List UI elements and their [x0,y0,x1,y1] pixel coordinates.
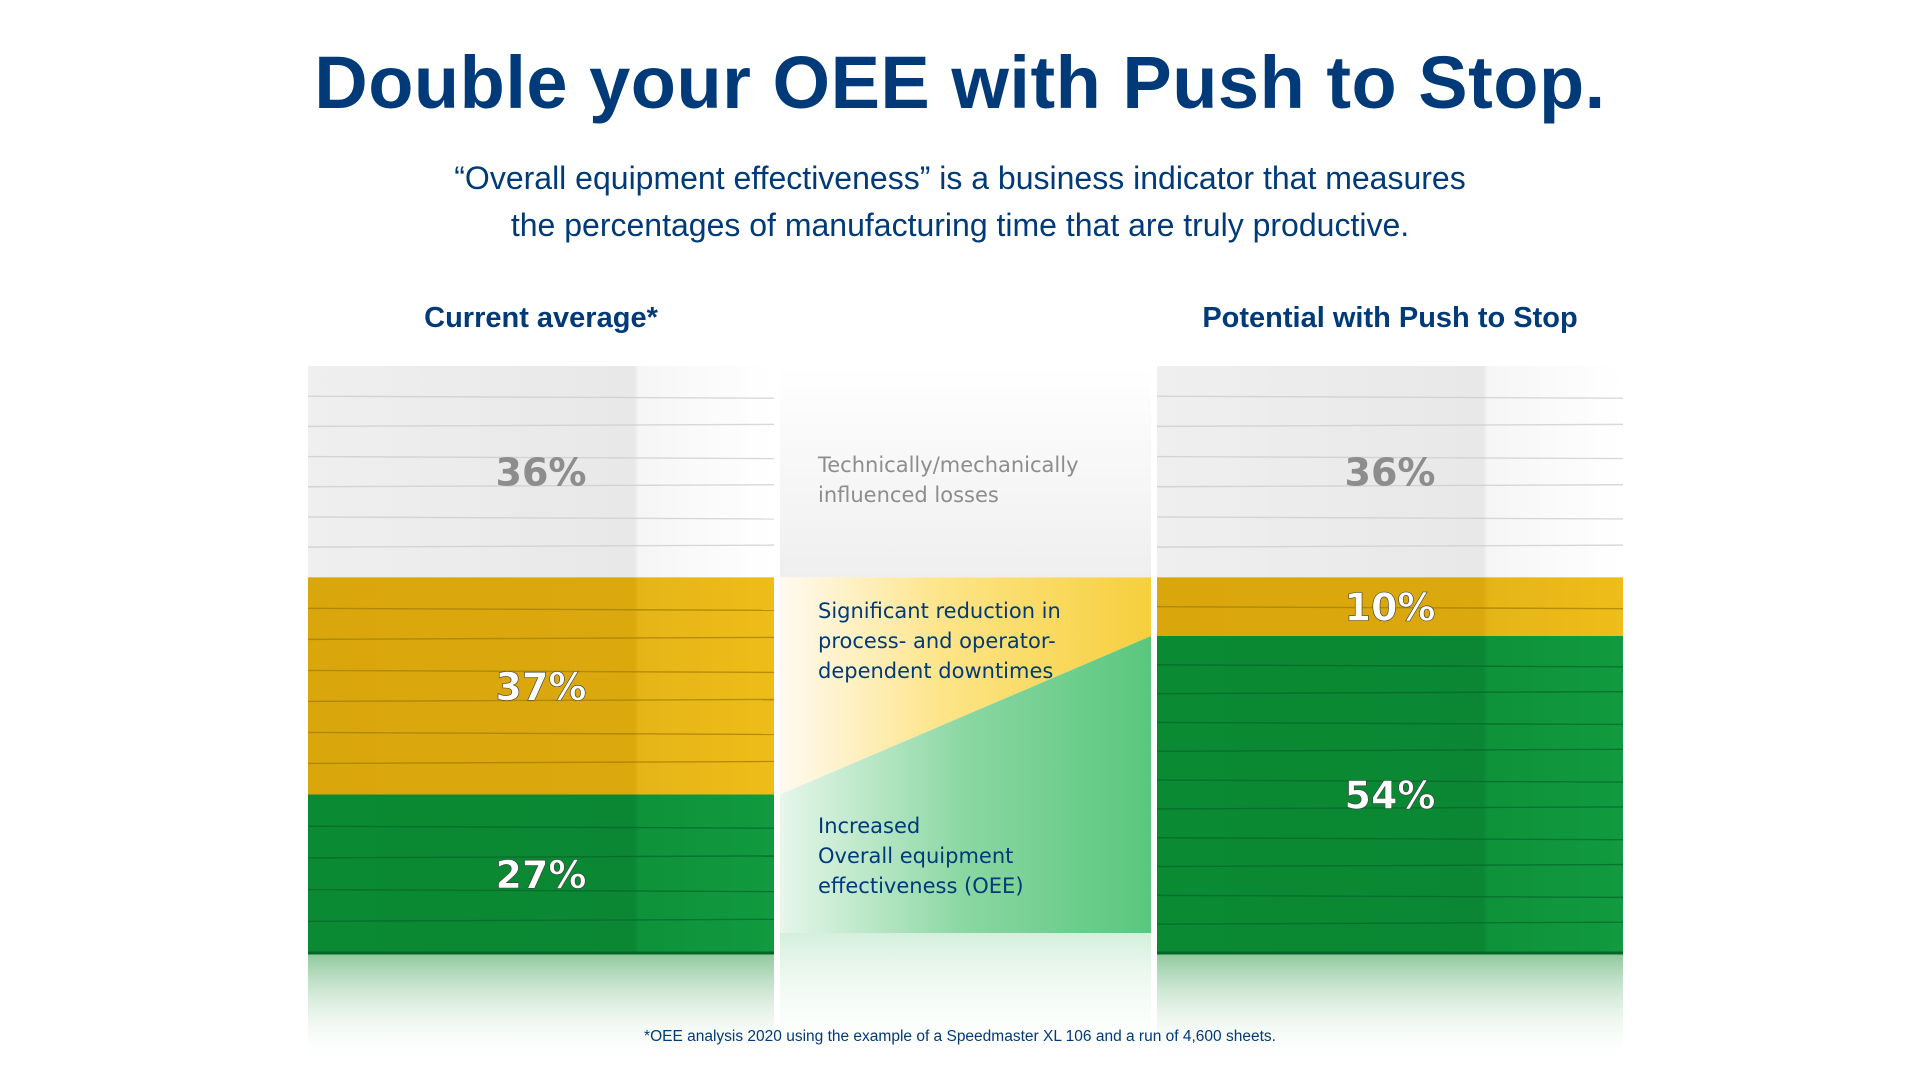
sheet-line [307,636,775,641]
losses-label-line: Technically/mechanically [818,453,1079,477]
sheet-line [1156,605,1624,610]
sheet-line [1156,894,1624,899]
sheet-line [307,888,775,893]
middle-band [780,366,1151,1063]
sheet-line [307,516,775,520]
subtitle-line: “Overall equipment effectiveness” is a b… [454,160,1466,196]
sheet-line [1156,806,1624,810]
sheet-line [1156,779,1624,783]
sheet-line [307,607,775,612]
sheet-line [1156,484,1624,488]
sheet-line [1156,395,1624,399]
downtime-label-line: Significant reduction in [818,599,1061,623]
sheet-line [1156,690,1624,695]
downtime-label: Significant reduction in process- and op… [818,596,1148,686]
sheet-line [307,455,775,460]
mid-oee-band [780,636,1151,933]
stacks-layer [307,366,1624,1063]
stack-segment-oee [1157,636,1623,953]
potential-title: Potential with Push to Stop [1202,302,1578,334]
subtitle-line: the percentages of manufacturing time th… [510,207,1410,243]
downtime-label-line: process- and operator- [818,629,1056,653]
value-label: 10% [1345,586,1436,630]
value-labels: 36% 37% 27% 36% 10% 54% [495,451,1436,897]
sheet-line [1156,748,1624,752]
sheet-line [307,395,775,399]
sheet-line [1156,837,1624,841]
sheet-line [307,669,775,674]
sheet-line [1156,455,1624,460]
sheet-line [1156,664,1624,668]
mid-downtime-band [780,577,1151,795]
oee-label-line: effectiveness (OEE) [818,874,1024,898]
oee-label-line: Overall equipment [818,844,1014,868]
value-label: 54% [1345,774,1436,818]
oee-label: Increased Overall equipment effectivenes… [818,811,1148,901]
sheet-line [307,544,775,548]
stack-segment-oee [308,794,774,953]
sheet-line [1156,516,1624,520]
headline: Double your OEE with Push to Stop. [314,41,1606,124]
sheet-line [307,825,775,829]
oee-label-line: Increased [818,814,921,838]
sheet-line [1156,921,1624,925]
sheet-line [1156,863,1624,868]
stack-reflection [308,953,774,1063]
stack-segment-losses [308,366,774,578]
sheet-line [1156,544,1624,548]
sheet-line [307,698,775,703]
current-average-title: Current average* [424,302,658,334]
value-label: 37% [496,665,587,709]
sheet-line [307,918,775,923]
losses-label-line: influenced losses [818,483,999,507]
sheet-line [307,423,775,428]
losses-label: Technically/mechanically influenced loss… [818,450,1148,510]
mid-reflection [780,933,1151,1063]
sheet-line [307,760,775,765]
downtime-label-line: dependent downtimes [818,659,1054,683]
mid-losses-band [780,366,1151,578]
sheet-line [1156,721,1624,726]
sheet-line [307,731,775,736]
stack-reflection [1157,953,1623,1063]
stack-segment-losses [1157,366,1623,578]
stack-segment-downtime [308,577,774,795]
sheet-line [307,484,775,488]
sheet-line [1156,423,1624,428]
subtitle: “Overall equipment effectiveness” is a b… [360,155,1560,249]
footnote: *OEE analysis 2020 using the example of … [644,1028,1276,1045]
sheet-line [307,855,775,859]
value-label: 27% [496,853,587,897]
value-label: 36% [1345,451,1436,495]
value-label: 36% [496,451,587,495]
